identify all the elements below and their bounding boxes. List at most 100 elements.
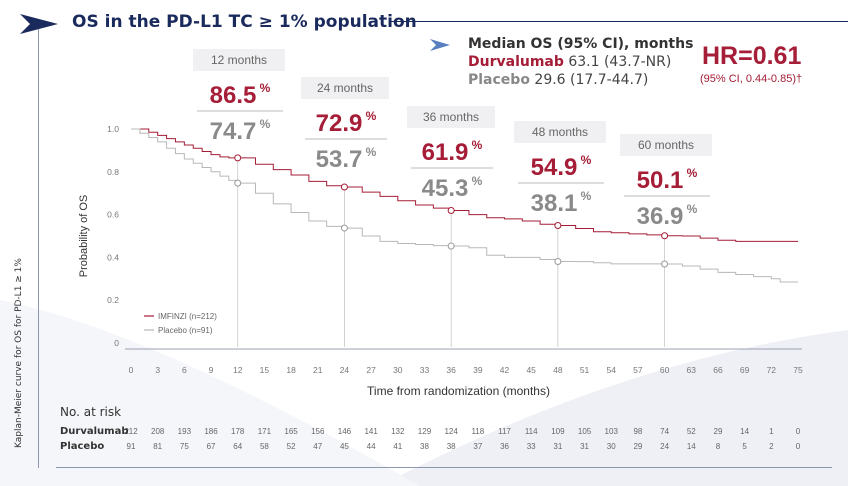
placebo-curve (131, 128, 798, 283)
at-risk-value: 105 (578, 427, 592, 436)
at-risk-value: 5 (742, 442, 747, 451)
at-risk-value: 45 (340, 442, 349, 451)
at-risk-value: 30 (607, 442, 616, 451)
median-arrow-icon (430, 39, 450, 51)
landmark-month-label: 24 months (317, 81, 373, 95)
legend-label: Placebo (n=91) (158, 326, 213, 335)
landmark-durvalumab-value: 61.9 (422, 139, 469, 166)
at-risk-value: 0 (796, 442, 801, 451)
x-tick-label: 0 (129, 365, 134, 375)
at-risk-value: 208 (151, 427, 165, 436)
at-risk-value: 75 (180, 442, 189, 451)
landmark-box (620, 134, 712, 156)
x-tick-label: 24 (340, 365, 350, 375)
x-tick-label: 45 (526, 365, 536, 375)
landmark-marker-placebo (554, 257, 562, 265)
x-tick-label: 3 (155, 365, 160, 375)
at-risk-value: 24 (660, 442, 669, 451)
at-risk-value: 52 (687, 427, 696, 436)
landmark-durvalumab-percent: % (472, 138, 483, 152)
at-risk-value: 124 (444, 427, 458, 436)
x-tick-label: 21 (313, 365, 323, 375)
at-risk-value: 141 (364, 427, 378, 436)
landmark-durvalumab-percent: % (260, 81, 271, 95)
landmark-durvalumab-percent: % (581, 153, 592, 167)
at-risk-value: 103 (605, 427, 619, 436)
x-tick-label: 75 (793, 365, 803, 375)
x-tick-label: 9 (209, 365, 214, 375)
x-tick-label: 27 (366, 365, 376, 375)
at-risk-value: 41 (393, 442, 402, 451)
at-risk-value: 171 (258, 427, 272, 436)
at-risk-value: 47 (313, 442, 322, 451)
x-tick-label: 69 (740, 365, 750, 375)
at-risk-value: 38 (447, 442, 456, 451)
landmark-month-label: 36 months (423, 110, 479, 124)
at-risk-value: 0 (796, 427, 801, 436)
at-risk-value: 14 (687, 442, 696, 451)
landmark-placebo-value: 38.1 (531, 190, 578, 217)
landmark-marker-durvalumab (340, 183, 348, 191)
title-rule (390, 21, 848, 22)
x-tick-label: 30 (393, 365, 403, 375)
median-os-legend: Median OS (95% CI), months Durvalumab 63… (430, 35, 694, 89)
at-risk-value: 165 (284, 427, 298, 436)
x-tick-label: 36 (446, 365, 456, 375)
at-risk-value: 117 (498, 427, 511, 436)
median-durvalumab-value: 63.1 (43.7-NR) (568, 54, 672, 70)
at-risk-value: 31 (553, 442, 562, 451)
x-tick-label: 63 (687, 365, 697, 375)
at-risk-value: 74 (660, 427, 669, 436)
landmark-placebo-percent: % (366, 145, 377, 159)
landmark-box (193, 49, 285, 71)
x-tick-label: 48 (553, 365, 563, 375)
title-arrow-icon (20, 14, 58, 34)
landmark-durvalumab-value: 50.1 (637, 167, 684, 194)
landmark-durvalumab-value: 86.5 (210, 82, 257, 109)
median-durvalumab-name: Durvalumab (468, 54, 564, 70)
y-tick-label: 0.4 (107, 252, 119, 262)
landmark-durvalumab-value: 72.9 (316, 110, 363, 137)
landmark-marker-placebo (234, 179, 242, 187)
y-tick-label: 1.0 (107, 124, 119, 134)
landmark-marker-durvalumab (447, 207, 455, 215)
landmark-month-label: 48 months (532, 125, 588, 139)
at-risk-value: 29 (633, 442, 642, 451)
page-title: OS in the PD-L1 TC ≥ 1% population (72, 12, 417, 32)
x-tick-label: 18 (286, 365, 296, 375)
at-risk-value: 44 (367, 442, 376, 451)
landmark-box (407, 106, 495, 128)
at-risk-value: 186 (204, 427, 218, 436)
landmark-marker-placebo (340, 224, 348, 232)
landmark-placebo-percent: % (260, 117, 271, 131)
bottom-rule (56, 467, 832, 468)
at-risk-value: 33 (527, 442, 536, 451)
x-tick-label: 33 (420, 365, 430, 375)
landmark-placebo-percent: % (581, 189, 592, 203)
x-tick-label: 12 (233, 365, 243, 375)
hazard-ratio: HR=0.61 (702, 42, 802, 70)
at-risk-value: 212 (124, 427, 138, 436)
at-risk-value: 8 (716, 442, 721, 451)
at-risk-value: 146 (338, 427, 352, 436)
landmark-month-label: 60 months (638, 138, 694, 152)
at-risk-value: 118 (471, 427, 484, 436)
median-header: Median OS (95% CI), months (468, 36, 694, 52)
landmark-box (514, 121, 606, 143)
landmark-placebo-value: 74.7 (210, 118, 257, 145)
at-risk-value: 67 (207, 442, 216, 451)
landmark-marker-placebo (447, 242, 455, 250)
landmark-marker-placebo (661, 260, 669, 268)
x-tick-label: 51 (580, 365, 590, 375)
landmark-placebo-percent: % (472, 174, 483, 188)
at-risk-value: 132 (391, 427, 405, 436)
x-axis-label: Time from randomization (months) (367, 384, 550, 398)
x-tick-label: 57 (633, 365, 643, 375)
at-risk-value: 36 (500, 442, 509, 451)
legend-label: IMFINZI (n=212) (158, 312, 217, 321)
at-risk-row-label-placebo: Placebo (60, 441, 105, 452)
durvalumab-curve (131, 128, 798, 242)
at-risk-value: 37 (473, 442, 482, 451)
at-risk-value: 29 (714, 427, 723, 436)
